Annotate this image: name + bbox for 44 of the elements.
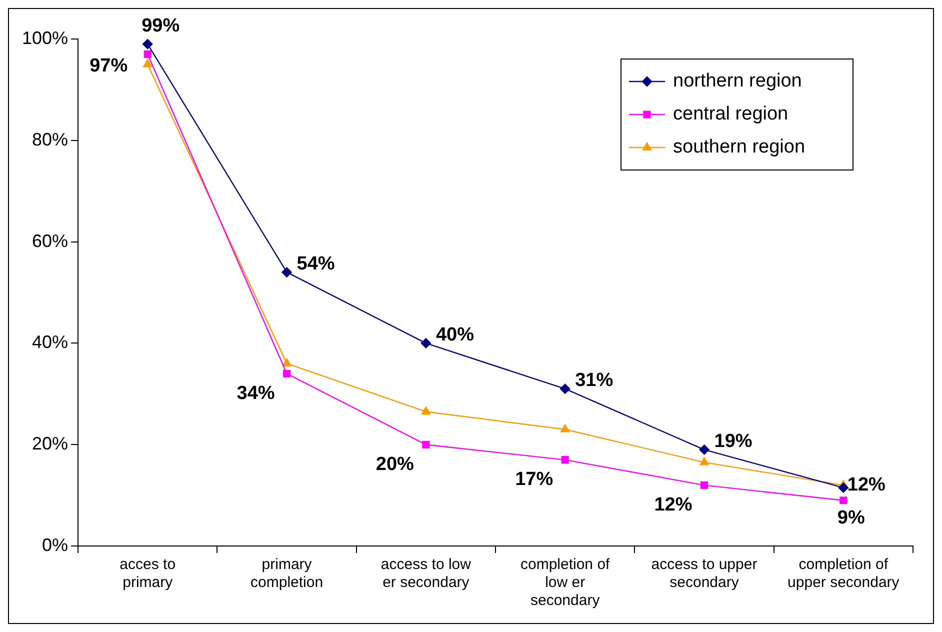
point [560,424,570,432]
point [700,457,709,466]
point [282,358,292,366]
y-tick-label: 0% [42,534,68,555]
data-label: 20% [376,454,414,475]
legend-label: southern region [673,136,806,158]
data-label: 31% [575,370,614,392]
point [422,440,430,448]
x-tick-label: primary completion [250,556,324,592]
point [282,267,292,278]
point [840,496,848,504]
y-tick-label: 40% [32,332,68,352]
x-tick-label: acces to primary [120,556,176,592]
data-label: 97% [90,55,128,76]
point [144,50,152,58]
point [282,370,291,378]
point [699,444,710,455]
point [143,59,152,68]
legend-label: northern region [673,70,802,92]
data-label: 19% [714,430,752,452]
x-tick-label: access to low er secondary [380,556,472,592]
data-label: 99% [142,15,180,36]
x-tick-label: completion of upper secondary [788,556,900,592]
point [700,481,708,489]
y-tick-label: 60% [32,230,68,251]
y-tick-label: 100% [22,28,68,48]
data-label: 12% [654,494,692,516]
data-label: 9% [837,508,865,529]
x-tick-label: access to upper secondary [651,556,758,592]
data-label: 17% [515,469,554,490]
point [420,338,432,348]
legend-label: central region [673,104,788,125]
point [560,384,570,394]
point [421,406,430,414]
y-tick-label: 80% [32,129,68,150]
point [561,456,569,464]
data-label: 34% [236,382,275,404]
y-tick-label: 20% [32,434,68,454]
data-label: 54% [296,253,335,274]
point [838,482,849,493]
data-label: 40% [436,324,474,346]
x-tick-label: completion of low er secondary [520,556,611,610]
point [142,39,153,50]
data-label: 12% [847,474,886,496]
